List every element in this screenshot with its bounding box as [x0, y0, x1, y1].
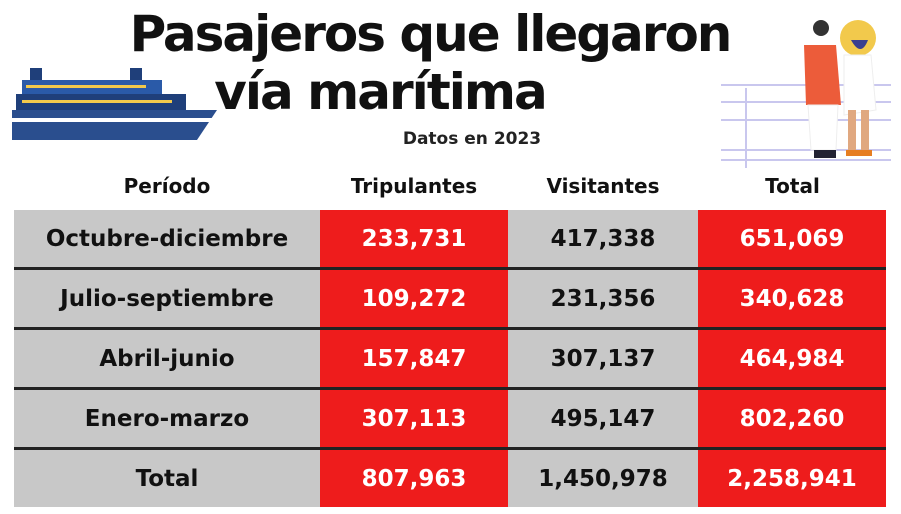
subtitle: Datos en 2023	[402, 129, 542, 149]
title-line-2: vía marítima	[214, 63, 547, 121]
visitantes-cell: 495,147	[508, 388, 698, 450]
visitantes-cell: 417,338	[508, 210, 698, 270]
col-header-total: Total	[765, 174, 820, 198]
cruise-ship-icon	[12, 68, 217, 140]
col-header-tripulantes: Tripulantes	[350, 174, 478, 198]
total-cell: 2,258,941	[698, 448, 886, 507]
tripulantes-cell: 157,847	[320, 328, 508, 390]
period-cell: Enero-marzo	[14, 388, 320, 450]
period-cell: Octubre-diciembre	[14, 210, 320, 270]
tripulantes-cell: 233,731	[320, 210, 508, 270]
tripulantes-cell: 807,963	[320, 448, 508, 507]
total-cell: 340,628	[698, 268, 886, 330]
table-row: Total 807,963 1,450,978 2,258,941	[14, 448, 886, 507]
couple-illustration	[721, 20, 891, 168]
tripulantes-cell: 109,272	[320, 268, 508, 330]
table-row: Abril-junio 157,847 307,137 464,984	[14, 328, 886, 390]
table-row: Octubre-diciembre 233,731 417,338 651,069	[14, 210, 886, 270]
col-header-periodo: Período	[123, 174, 211, 198]
table-row: Enero-marzo 307,113 495,147 802,260	[14, 388, 886, 450]
period-cell: Abril-junio	[14, 328, 320, 390]
visitantes-cell: 1,450,978	[508, 448, 698, 507]
total-cell: 802,260	[698, 388, 886, 450]
title-line-1: Pasajeros que llegaron	[129, 5, 733, 63]
period-cell: Julio-septiembre	[14, 268, 320, 330]
table-row: Julio-septiembre 109,272 231,356 340,628	[14, 268, 886, 330]
period-cell: Total	[14, 448, 320, 507]
passenger-table: Octubre-diciembre 233,731 417,338 651,069 Ju…	[14, 210, 886, 507]
total-cell: 464,984	[698, 328, 886, 390]
tripulantes-cell: 307,113	[320, 388, 508, 450]
total-cell: 651,069	[698, 210, 886, 270]
col-header-visitantes: Visitantes	[546, 174, 660, 198]
visitantes-cell: 307,137	[508, 328, 698, 390]
visitantes-cell: 231,356	[508, 268, 698, 330]
